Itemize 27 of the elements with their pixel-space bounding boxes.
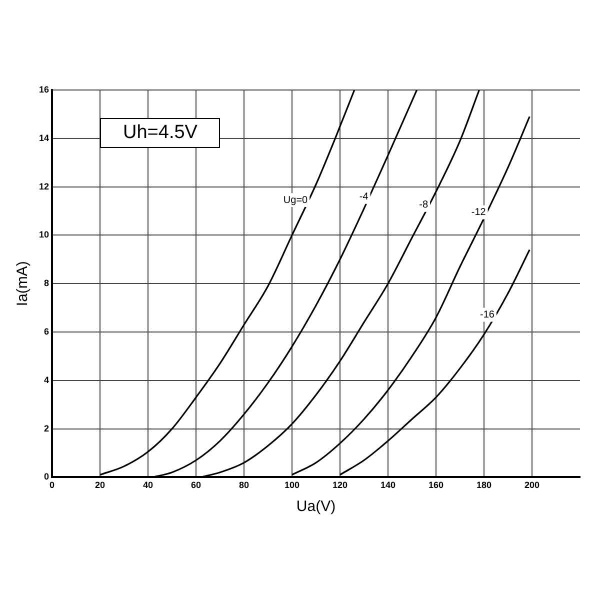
x-tick-label: 160 (428, 480, 444, 490)
y-tick-label: 16 (38, 84, 50, 94)
y-axis-title: Ia(mA) (14, 261, 32, 306)
x-tick-label: 80 (239, 480, 250, 490)
y-tick-label: 4 (44, 374, 50, 385)
y-tick-label: 2 (44, 423, 50, 434)
x-tick-label: 40 (143, 480, 154, 490)
x-tick-label: 120 (332, 480, 348, 490)
x-tick-label: 100 (284, 480, 300, 490)
series-label: Ug=0 (283, 194, 308, 206)
x-tick-label: 20 (95, 480, 106, 490)
y-tick-label: 0 (44, 472, 50, 482)
y-tick-label: 14 (38, 132, 50, 143)
series-label: -16 (480, 310, 495, 321)
y-tick-label: 6 (44, 326, 50, 336)
y-tick-label: 8 (44, 278, 50, 288)
x-tick-label: 140 (380, 480, 396, 490)
x-tick-label: 200 (524, 480, 540, 490)
y-tick-label: 12 (38, 181, 50, 192)
series-label: -8 (419, 200, 429, 211)
series-label: -12 (471, 207, 486, 218)
series-label: -4 (359, 192, 369, 203)
text: Uh=4.5V (100, 118, 220, 148)
y-tick-label: 10 (38, 230, 50, 240)
x-axis-title: Ua(V) (296, 498, 336, 516)
x-tick-label: 60 (191, 480, 202, 490)
x-tick-label: 180 (476, 480, 492, 490)
